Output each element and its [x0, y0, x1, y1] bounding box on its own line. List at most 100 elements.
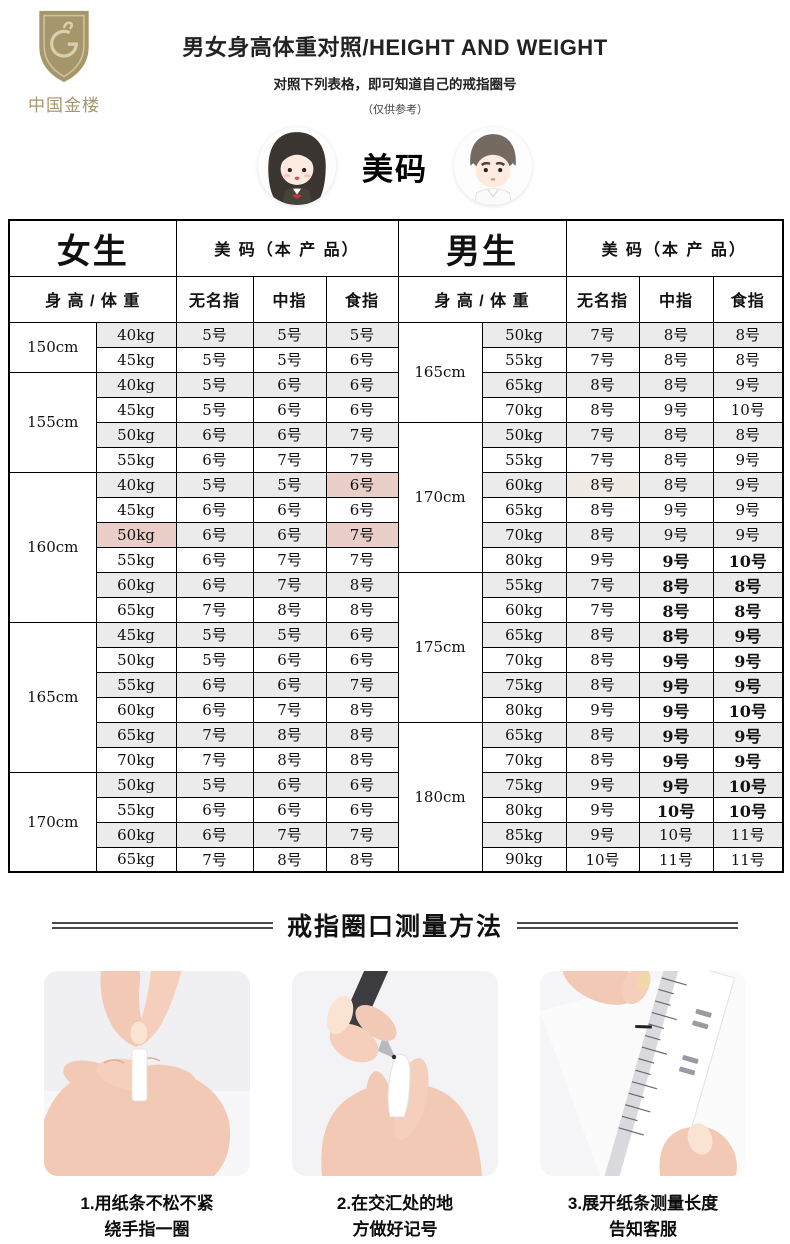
men-size-cell: 9号: [565, 696, 640, 723]
men-size-cell: 11号: [712, 821, 784, 848]
men-size-cell: 8号: [565, 621, 640, 648]
table-row: 70kg 7号 8号 8号 70kg 8号 9号 9号: [9, 746, 784, 773]
men-weight-cell: 50kg: [481, 421, 567, 448]
women-size-cell: 5号: [252, 471, 327, 498]
reference-note: （仅供参考）: [362, 104, 428, 116]
men-index-finger-header: 食指: [712, 275, 784, 323]
women-size-cell: 7号: [325, 546, 399, 573]
women-size-cell: 8号: [325, 696, 399, 723]
men-ring-finger-header: 无名指: [565, 275, 640, 323]
step2-caption-line2: 方做好记号: [352, 1220, 438, 1240]
measure-section-divider: 戒指圈口测量方法: [52, 907, 739, 943]
table-row: 165cm 45kg 5号 5号 6号 65kg 8号 8号 9号: [8, 621, 784, 773]
women-size-cell: 6号: [325, 396, 399, 423]
women-group-header: 女生: [8, 219, 177, 277]
table-row: 65kg 7号 8号 8号 90kg 10号 11号 11号: [9, 846, 784, 873]
men-size-cell: 9号: [638, 671, 714, 698]
men-group-header: 男生: [397, 219, 567, 277]
men-size-cell: 7号: [565, 421, 640, 448]
men-size-cell: 7号: [565, 571, 640, 598]
step3-photo-measure-ruler: [540, 971, 746, 1176]
men-size-cell: 9号: [638, 696, 714, 723]
women-weight-cell: 50kg: [95, 646, 177, 673]
women-weight-cell: 55kg: [95, 446, 177, 473]
women-size-cell: 7号: [252, 821, 327, 848]
table-row: 150cm 40kg 5号 5号 5号 165cm 50kg 7号 8号 8号: [8, 321, 784, 423]
women-size-cell: 6号: [252, 396, 327, 423]
men-weight-cell: 70kg: [481, 646, 567, 673]
women-height-cell: 150cm: [8, 321, 97, 373]
men-size-cell: 10号: [712, 546, 784, 573]
women-weight-cell: 50kg: [95, 421, 177, 448]
women-size-cell: 5号: [175, 371, 254, 398]
women-height-cell: 170cm: [8, 771, 97, 873]
women-product-header: 美 码（本 产 品）: [175, 219, 399, 277]
women-size-cell: 6号: [175, 571, 254, 598]
women-size-cell: 7号: [252, 571, 327, 598]
women-ring-finger-header: 无名指: [175, 275, 254, 323]
men-size-cell: 7号: [565, 346, 640, 373]
women-size-cell: 6号: [175, 546, 254, 573]
men-size-cell: 8号: [638, 446, 714, 473]
table-row: 60kg 6号 7号 8号 175cm 55kg 7号 8号 8号: [9, 571, 784, 723]
women-size-cell: 7号: [325, 446, 399, 473]
men-size-cell: 10号: [638, 796, 714, 823]
table-row: 45kg 5号 5号 6号 55kg 7号 8号 8号: [9, 346, 784, 373]
women-weight-cell: 65kg: [95, 721, 177, 748]
measure-step-2: 2.在交汇处的地 方做好记号: [292, 971, 498, 1244]
women-size-cell: 7号: [325, 671, 399, 698]
men-size-cell: 10号: [565, 846, 640, 873]
ring-size-table: 女生 美 码（本 产 品） 男生 美 码（本 产 品） 身 高 / 体 重 无名…: [8, 219, 785, 873]
women-height-cell: 155cm: [8, 371, 97, 473]
women-weight-cell: 65kg: [95, 596, 177, 623]
men-weight-cell: 65kg: [481, 496, 567, 523]
women-size-cell: 8号: [252, 746, 327, 773]
measure-step-3: 3.展开纸条测量长度 告知客服: [540, 971, 746, 1244]
measure-step-1: 1.用纸条不松不紧 绕手指一圈: [44, 971, 250, 1244]
measure-steps: 1.用纸条不松不紧 绕手指一圈 2.在交汇处的地 方做好记号: [0, 971, 790, 1244]
men-size-cell: 9号: [638, 771, 714, 798]
men-weight-cell: 70kg: [481, 746, 567, 773]
women-size-cell: 5号: [252, 321, 327, 348]
women-size-cell: 5号: [252, 346, 327, 373]
women-size-cell: 8号: [325, 721, 399, 748]
women-size-cell: 6号: [175, 821, 254, 848]
men-size-cell: 9号: [638, 521, 714, 548]
women-size-cell: 6号: [175, 796, 254, 823]
women-size-cell: 5号: [325, 321, 399, 348]
women-size-cell: 6号: [252, 421, 327, 448]
women-weight-cell: 65kg: [95, 846, 177, 873]
table-row: 170cm 50kg 5号 6号 6号 75kg 9号 9号 10号: [8, 771, 784, 873]
women-weight-cell: 45kg: [95, 621, 177, 648]
women-size-cell: 7号: [175, 596, 254, 623]
men-height-cell: 175cm: [397, 571, 483, 723]
women-size-cell: 6号: [175, 521, 254, 548]
men-weight-cell: 55kg: [481, 346, 567, 373]
men-size-cell: 8号: [638, 596, 714, 623]
women-size-cell: 6号: [325, 496, 399, 523]
women-size-cell: 7号: [252, 696, 327, 723]
men-size-cell: 8号: [565, 721, 640, 748]
men-size-cell: 9号: [565, 821, 640, 848]
men-size-cell: 8号: [712, 421, 784, 448]
women-size-cell: 6号: [175, 421, 254, 448]
shield-monogram-icon: [35, 10, 93, 88]
table-row: 60kg 6号 7号 7号 85kg 9号 10号 11号: [9, 821, 784, 848]
women-weight-cell: 60kg: [95, 696, 177, 723]
men-size-cell: 7号: [565, 596, 640, 623]
men-size-cell: 8号: [565, 371, 640, 398]
women-size-cell: 7号: [175, 746, 254, 773]
women-size-cell: 7号: [325, 821, 399, 848]
men-size-cell: 10号: [712, 396, 784, 423]
step3-caption-line2: 告知客服: [609, 1220, 677, 1240]
women-weight-cell: 55kg: [95, 546, 177, 573]
step1-caption-line2: 绕手指一圈: [104, 1220, 190, 1240]
men-size-cell: 8号: [712, 571, 784, 598]
women-weight-cell: 40kg: [95, 371, 177, 398]
men-size-cell: 11号: [712, 846, 784, 873]
women-size-cell: 6号: [252, 771, 327, 798]
men-weight-cell: 75kg: [481, 671, 567, 698]
women-index-finger-header: 食指: [325, 275, 399, 323]
women-weight-cell: 40kg: [95, 471, 177, 498]
women-size-cell: 6号: [252, 521, 327, 548]
